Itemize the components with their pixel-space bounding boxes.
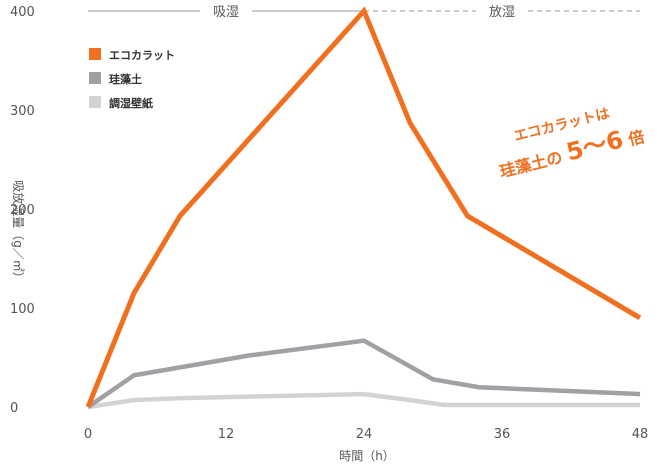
legend-label-0: エコカラット	[109, 49, 175, 62]
callout: エコカラットは 珪藻土の 5〜6 倍	[498, 106, 647, 182]
x-tick-label-3: 36	[494, 427, 511, 442]
phase-layer: 吸湿 放湿	[88, 5, 640, 20]
phase-label-1: 放湿	[489, 5, 515, 20]
x-axis-label: 時間（h）	[339, 449, 395, 463]
legend-label-2: 調湿壁紙	[109, 96, 153, 110]
y-tick-label-1: 100	[10, 302, 35, 317]
series-line-2	[87, 391, 640, 410]
y-tick-label-4: 400	[10, 5, 35, 20]
legend-swatch-0	[89, 48, 101, 60]
legend-swatch-1	[89, 72, 101, 84]
series-layer	[85, 6, 642, 410]
x-tick-label-0: 0	[84, 427, 92, 442]
series-line-0	[85, 6, 642, 408]
x-tick-label-4: 48	[632, 427, 649, 442]
callout-suffix: 倍	[626, 127, 646, 149]
callout-prefix: 珪藻土の	[498, 147, 565, 181]
legend-swatch-2	[89, 96, 101, 108]
x-tick-label-1: 12	[218, 427, 235, 442]
legend-label-1: 珪藻土	[109, 72, 142, 86]
x-tick-label-2: 24	[356, 427, 373, 442]
y-tick-label-2: 200	[10, 203, 35, 218]
axis-layer: 0 100 200 300 400 0 12 24 36 48	[10, 5, 648, 442]
phase-label-0: 吸湿	[213, 5, 239, 20]
callout-emphasis: 5〜6	[564, 125, 626, 166]
y-axis-label: 吸放湿量（g／㎡）	[11, 180, 26, 284]
series-line-1	[86, 338, 641, 409]
y-tick-label-3: 300	[10, 104, 35, 119]
y-tick-label-0: 0	[10, 401, 18, 416]
